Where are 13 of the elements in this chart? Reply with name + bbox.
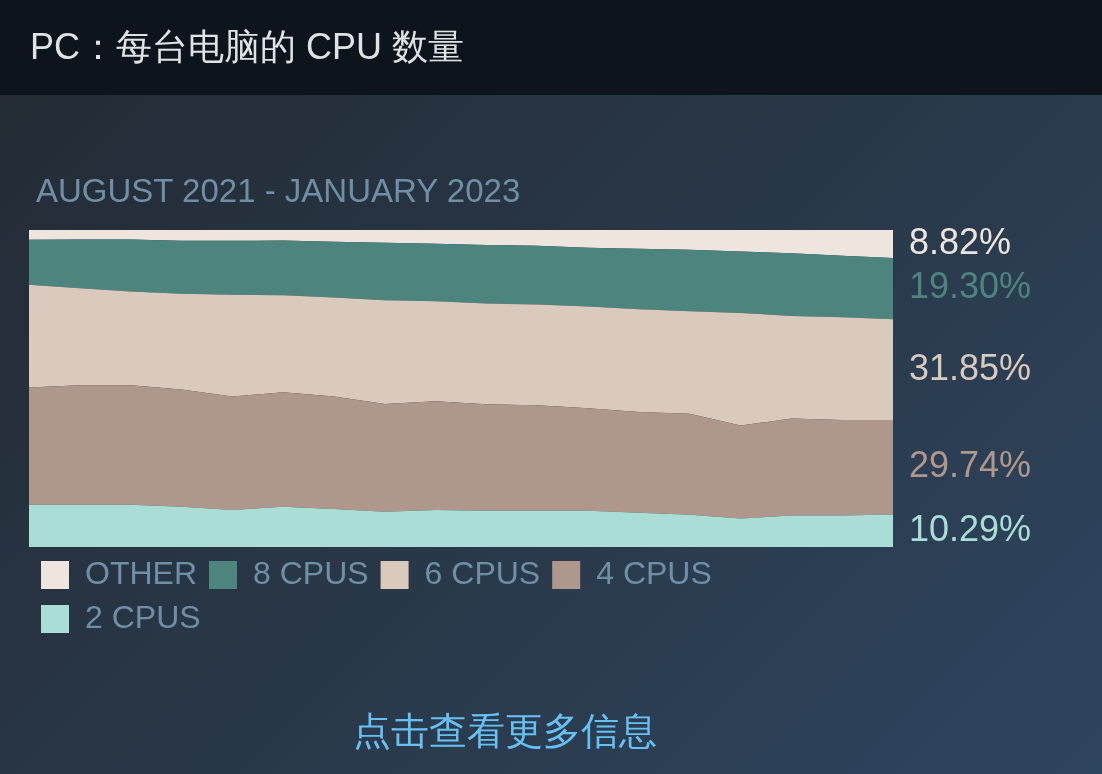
- text: 点击查看更多信息: [352, 709, 658, 754]
- data-label: 31.85%: [909, 346, 1032, 388]
- legend-label: 6 CPUS: [424, 554, 541, 591]
- chart-title: PC：每台电脑的 CPU 数量: [30, 25, 465, 69]
- legend-label: 4 CPUS: [596, 554, 712, 591]
- data-label: 8.82%: [909, 220, 1012, 262]
- legend-label: OTHER: [85, 554, 197, 591]
- chart-subtitle: AUGUST 2021 - JANUARY 2023: [36, 172, 521, 210]
- data-label: 19.30%: [909, 265, 1032, 307]
- legend-label: 8 CPUS: [253, 554, 369, 591]
- data-label: 10.29%: [909, 507, 1032, 549]
- data-label: 29.74%: [909, 444, 1032, 486]
- legend-label: 2 CPUS: [85, 598, 201, 635]
